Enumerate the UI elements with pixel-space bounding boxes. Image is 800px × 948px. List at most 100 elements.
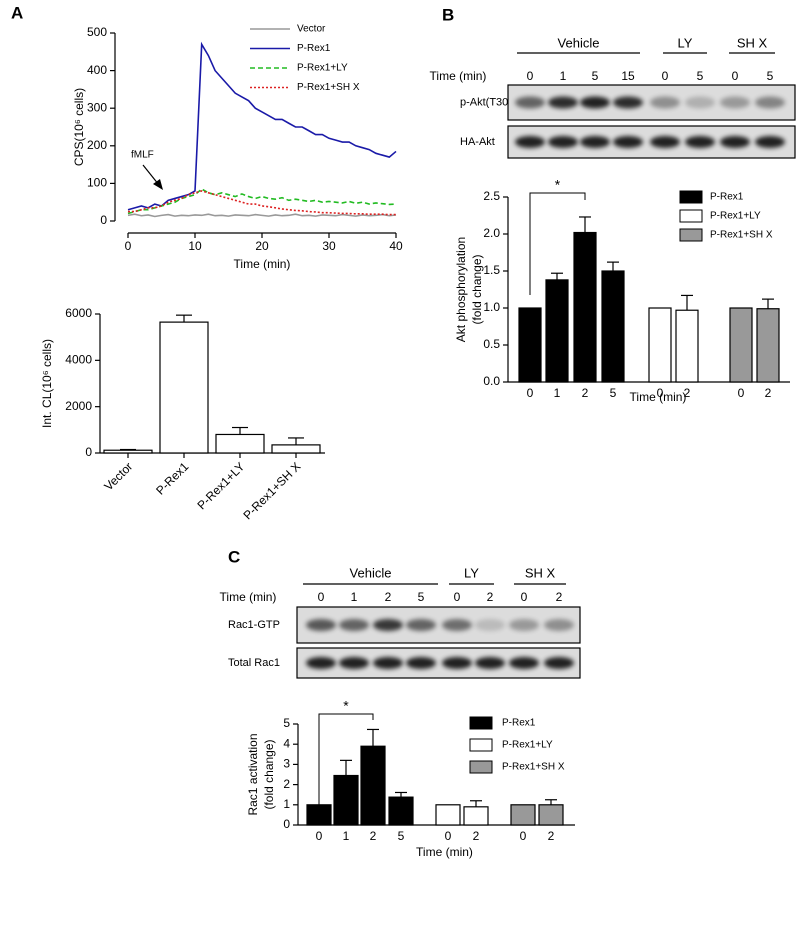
bar	[510, 804, 536, 826]
x-tick-label: 0	[657, 386, 664, 400]
lane-label: 5	[697, 69, 704, 83]
legend-label: P-Rex1+SH X	[297, 82, 360, 93]
bar	[648, 307, 672, 383]
legend-swatch	[679, 209, 703, 223]
bar	[756, 308, 780, 383]
bar	[435, 804, 461, 826]
y-tick-label: 2	[283, 777, 290, 791]
legend-label: P-Rex1+LY	[502, 740, 553, 751]
x-axis-label: Time (min)	[234, 257, 291, 271]
band	[339, 619, 369, 631]
band	[373, 619, 403, 631]
significance-bracket	[318, 713, 374, 810]
y-tick-label: 2000	[65, 399, 92, 413]
bar	[360, 745, 386, 826]
band	[650, 96, 680, 109]
x-tick-label: 2	[684, 386, 691, 400]
x-tick-label: 5	[610, 386, 617, 400]
x-tick-label: P-Rex1	[153, 459, 191, 497]
bar	[538, 804, 564, 826]
band	[720, 136, 750, 148]
group-label: LY	[678, 35, 693, 50]
y-tick-label: 300	[87, 100, 107, 114]
band	[509, 657, 539, 669]
bar	[545, 279, 569, 383]
band	[720, 96, 750, 109]
row-label: HA-Akt	[460, 136, 495, 148]
time-label: Time (min)	[220, 590, 277, 604]
y-tick-label: 2.5	[483, 189, 500, 203]
significance-label: *	[343, 698, 349, 714]
band	[406, 657, 436, 669]
x-tick-label: 0	[738, 386, 745, 400]
band	[509, 619, 539, 631]
x-tick-label: P-Rex1+LY	[194, 459, 247, 512]
y-tick-label: 1	[283, 797, 290, 811]
x-tick-label: Vector	[101, 459, 135, 493]
x-tick-label: 10	[188, 239, 202, 253]
x-tick-label: 2	[370, 829, 377, 843]
y-tick-label: 0.0	[483, 374, 500, 388]
lane-label: 0	[527, 69, 534, 83]
legend-label: P-Rex1	[710, 192, 744, 203]
x-tick-label: 2	[582, 386, 589, 400]
y-tick-label: 4000	[65, 353, 92, 367]
legend-label: P-Rex1	[502, 718, 536, 729]
band	[475, 657, 505, 669]
bar	[518, 307, 542, 383]
lane-label: 2	[385, 590, 392, 604]
lane-label: 5	[592, 69, 599, 83]
y-axis-label: Int. CL(10⁶ cells)	[40, 339, 54, 428]
bar	[675, 309, 699, 383]
band	[442, 657, 472, 669]
bar	[601, 270, 625, 383]
bar	[103, 449, 153, 454]
arrowhead	[153, 179, 163, 190]
time-label: Time (min)	[430, 69, 487, 83]
lane-label: 2	[487, 590, 494, 604]
lane-label: 5	[767, 69, 774, 83]
y-tick-label: 0	[100, 213, 107, 227]
legend-swatch	[469, 738, 493, 752]
band	[515, 96, 545, 109]
band	[406, 619, 436, 631]
lane-label: 0	[454, 590, 461, 604]
band	[580, 96, 610, 109]
legend-label: P-Rex1+LY	[710, 211, 761, 222]
bar	[159, 321, 209, 454]
legend-swatch	[469, 760, 493, 774]
lane-label: 0	[521, 590, 528, 604]
x-tick-label: 2	[548, 829, 555, 843]
x-tick-label: 0	[445, 829, 452, 843]
group-label: LY	[464, 565, 479, 580]
annotation: fMLF	[131, 150, 154, 161]
y-tick-label: 0	[85, 445, 92, 459]
x-tick-label: 0	[316, 829, 323, 843]
bar	[463, 806, 489, 826]
x-tick-label: 2	[473, 829, 480, 843]
legend-label: P-Rex1	[297, 43, 331, 54]
y-tick-label: 5	[283, 716, 290, 730]
y-tick-label: 500	[87, 25, 107, 39]
y-tick-label: 2.0	[483, 226, 500, 240]
row-label: p-Akt(T308)	[460, 96, 518, 108]
y-tick-label: 100	[87, 176, 107, 190]
x-tick-label: 20	[255, 239, 269, 253]
band	[475, 619, 505, 631]
line	[127, 41, 397, 211]
band	[755, 96, 785, 109]
y-axis-label: Akt phosphorylation	[454, 237, 468, 342]
panel-letter: B	[442, 5, 454, 24]
group-label: SH X	[525, 565, 556, 580]
y-tick-label: 4	[283, 736, 290, 750]
legend-swatch	[469, 716, 493, 730]
lane-label: 2	[556, 590, 563, 604]
x-tick-label: 40	[389, 239, 403, 253]
x-tick-label: 1	[343, 829, 350, 843]
band	[339, 657, 369, 669]
bar	[729, 307, 753, 383]
band	[548, 96, 578, 109]
band	[650, 136, 680, 148]
